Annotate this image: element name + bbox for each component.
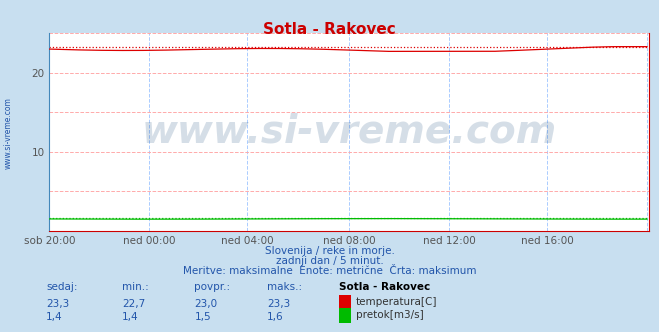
Text: pretok[m3/s]: pretok[m3/s] xyxy=(356,310,424,320)
Text: 23,0: 23,0 xyxy=(194,299,217,309)
Text: 1,6: 1,6 xyxy=(267,312,283,322)
Text: 1,5: 1,5 xyxy=(194,312,211,322)
Text: Sotla - Rakovec: Sotla - Rakovec xyxy=(263,22,396,37)
Text: temperatura[C]: temperatura[C] xyxy=(356,297,438,307)
Text: Slovenija / reke in morje.: Slovenija / reke in morje. xyxy=(264,246,395,256)
Text: www.si-vreme.com: www.si-vreme.com xyxy=(3,97,13,169)
Text: Meritve: maksimalne  Enote: metrične  Črta: maksimum: Meritve: maksimalne Enote: metrične Črta… xyxy=(183,266,476,276)
Text: 1,4: 1,4 xyxy=(122,312,138,322)
Text: sedaj:: sedaj: xyxy=(46,283,78,292)
Text: Sotla - Rakovec: Sotla - Rakovec xyxy=(339,283,430,292)
Text: maks.:: maks.: xyxy=(267,283,302,292)
Text: 1,4: 1,4 xyxy=(46,312,63,322)
Text: min.:: min.: xyxy=(122,283,149,292)
Text: www.si-vreme.com: www.si-vreme.com xyxy=(142,113,557,151)
Text: 23,3: 23,3 xyxy=(46,299,69,309)
Text: 23,3: 23,3 xyxy=(267,299,290,309)
Text: povpr.:: povpr.: xyxy=(194,283,231,292)
Text: zadnji dan / 5 minut.: zadnji dan / 5 minut. xyxy=(275,256,384,266)
Text: 22,7: 22,7 xyxy=(122,299,145,309)
